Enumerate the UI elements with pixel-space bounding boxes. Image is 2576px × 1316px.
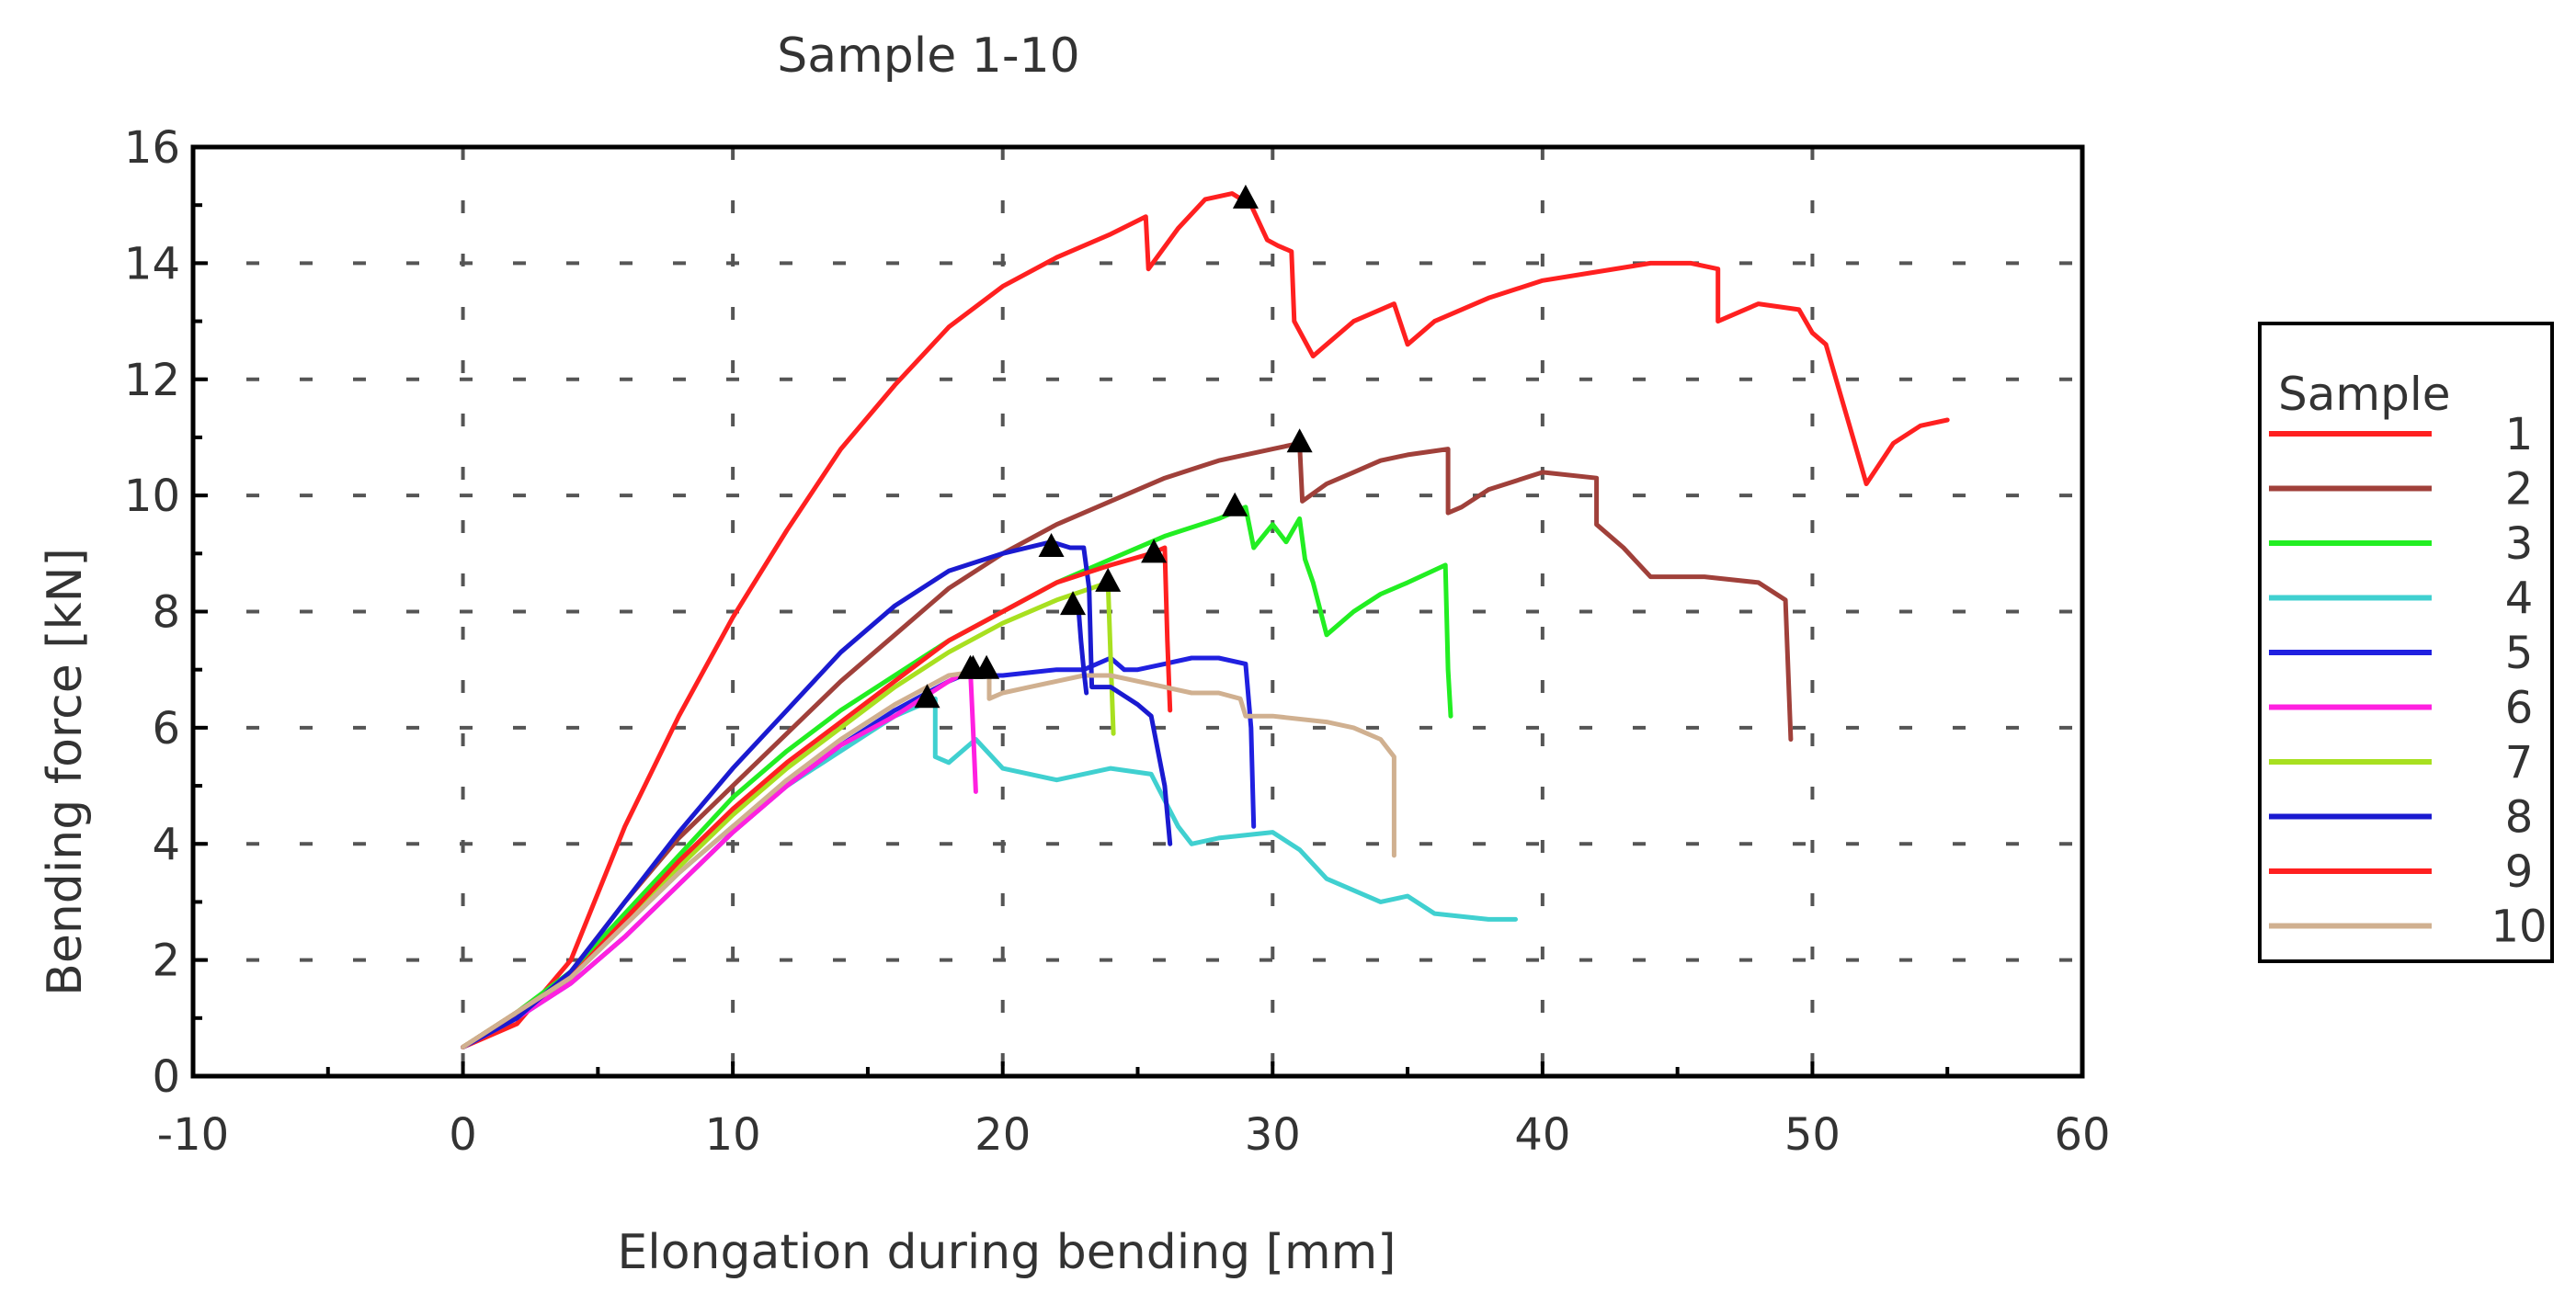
y-tick-label: 2 [152,936,180,987]
peak-marker [1286,428,1313,453]
peak-marker [974,654,1000,679]
peak-marker [957,654,984,679]
x-tick-label: 10 [705,1109,761,1161]
legend-box [2258,322,2554,963]
y-tick-label: 10 [124,471,180,522]
x-tick-label: 30 [1245,1109,1301,1161]
x-axis-label: Elongation during bending [mm] [617,1225,1396,1280]
y-tick-label: 12 [124,355,180,406]
y-tick-label: 14 [124,238,180,289]
y-tick-label: 8 [152,587,180,639]
peak-marker [1222,492,1248,516]
legend-title: Sample [2278,368,2450,421]
legend-label-7: 7 [2505,737,2534,788]
legend-label-9: 9 [2505,846,2534,898]
legend-label-3: 3 [2505,518,2534,570]
series-layer [461,191,1950,1049]
peak-marker [1060,591,1087,616]
y-tick-label: 0 [152,1051,180,1103]
x-tick-label: 20 [975,1109,1031,1161]
y-tick-label: 16 [124,122,180,174]
legend-label-10: 10 [2491,902,2547,953]
y-tick-label: 6 [152,703,180,754]
x-tick-label: 40 [1514,1109,1570,1161]
legend-label-6: 6 [2505,683,2534,734]
x-tick-labels: -10 0 10 20 30 40 50 60 [157,1109,2111,1161]
peak-marker [1141,539,1168,563]
series-line-8 [461,539,1173,1049]
peak-marker [1095,567,1122,592]
legend-label-2: 2 [2505,464,2534,516]
y-axis-label: Bending force [kN] [38,548,93,996]
series-line-extra-10 [1076,603,1089,696]
ticks [191,145,2084,1078]
x-tick-label: 0 [449,1109,477,1161]
x-tick-label: 50 [1784,1109,1841,1161]
legend-label-4: 4 [2505,573,2534,625]
chart-title: Sample 1-10 [777,28,1080,84]
legend-label-8: 8 [2505,792,2534,844]
y-tick-labels: 0 2 4 6 8 10 12 14 16 [124,122,180,1103]
y-tick-label: 4 [152,819,180,870]
x-tick-label: -10 [157,1109,229,1161]
peak-markers [914,184,1313,709]
peak-marker [1232,184,1259,209]
series-line-10 [461,667,1396,1049]
series-line-1 [461,191,1950,1049]
legend-label-5: 5 [2505,628,2534,679]
series-line-3 [461,505,1453,1049]
legend-label-1: 1 [2505,409,2534,460]
peak-marker [1038,532,1065,557]
series-line-2 [461,440,1794,1049]
peak-marker [914,684,940,709]
x-tick-label: 60 [2054,1109,2110,1161]
